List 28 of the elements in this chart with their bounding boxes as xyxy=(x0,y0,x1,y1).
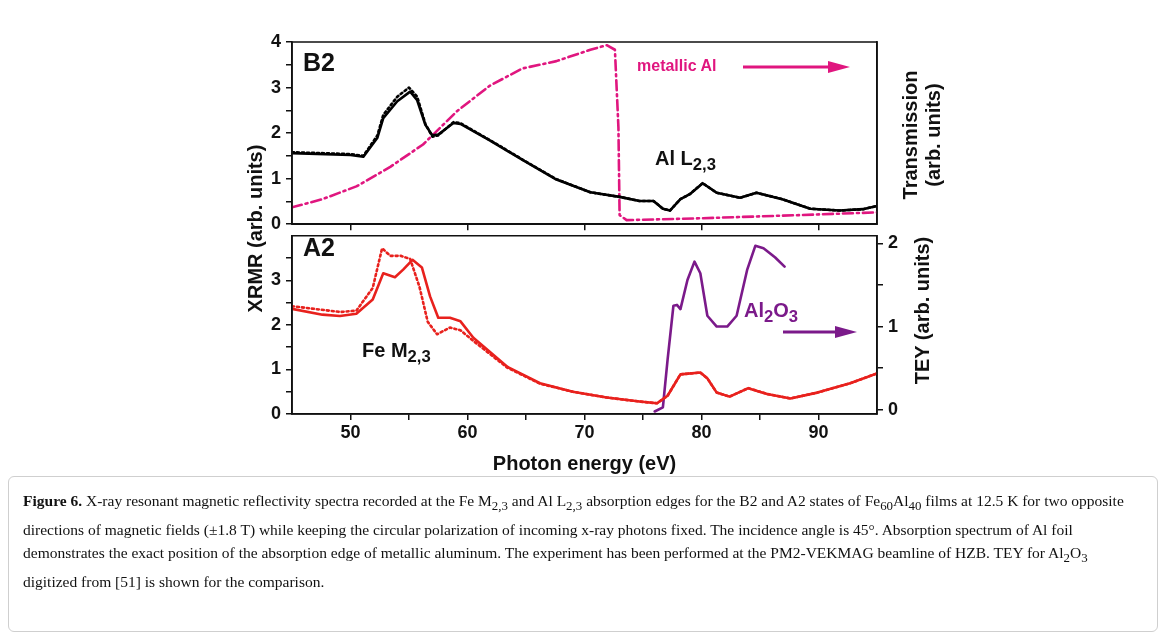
x-tick-label: 80 xyxy=(691,421,712,442)
y2-axis-title: TEY (arb. units) xyxy=(910,235,934,387)
x-tick-label: 50 xyxy=(340,421,361,442)
x-tick-label: 60 xyxy=(457,421,478,442)
x-tick-label: 90 xyxy=(808,421,829,442)
text: Figure 6. X-ray resonant magnetic reflectivity spectra recorded at the Fe M$_{2,3}$ and Al L$_{2,3}$ absorption edges for the B2 and A2 states of Fe$_{60}$Al$_{40}$ films at 12.5 K for two opposite directions of magnetic fields (±1.8 T) while keeping the circular polarization of incoming x-ray photons fixed. The incidence angle is 45°. Absorption spectrum of Al foil demonstrates the exact position of the absorption edge of metallic aluminum. The experiment has been performed at the PM2-VEKMAG beamline of HZB. TEY for Al$_{2}$O$_{3}$ digitized from [51] is shown for the comparison. xyxy=(23,492,1124,590)
y-tick-label: 0 xyxy=(270,213,281,234)
y-tick-label: 3 xyxy=(270,269,281,290)
y-tick-label: 1 xyxy=(270,358,281,379)
y-tick-label: 2 xyxy=(270,313,281,334)
y-tick-label: 3 xyxy=(270,76,281,97)
y2-tick-label: 2 xyxy=(888,232,899,253)
y2-axis-title: Transmission (arb. units) xyxy=(899,69,945,202)
y-tick-label: 2 xyxy=(270,122,281,143)
y-tick-label: 0 xyxy=(270,402,281,423)
y2-tick-label: 1 xyxy=(888,315,899,336)
x-tick-label: 70 xyxy=(574,421,595,442)
y-axis-title: XRMR (arb. units) xyxy=(243,143,267,315)
x-axis-title: Photon energy (eV) xyxy=(492,451,677,474)
annotation: metallic Al xyxy=(637,57,717,74)
annotation: B2 xyxy=(303,48,335,76)
y2-tick-label: 0 xyxy=(888,398,899,419)
y-tick-label: 1 xyxy=(270,167,281,188)
annotation: A2 xyxy=(303,233,335,261)
y-tick-label: 4 xyxy=(270,30,281,51)
annotation: Al L$_{2,3}$ xyxy=(655,147,716,174)
annotation: Al$_{2}$O$_{3}$ xyxy=(744,299,799,326)
annotation: Fe M$_{2,3}$ xyxy=(362,339,431,366)
